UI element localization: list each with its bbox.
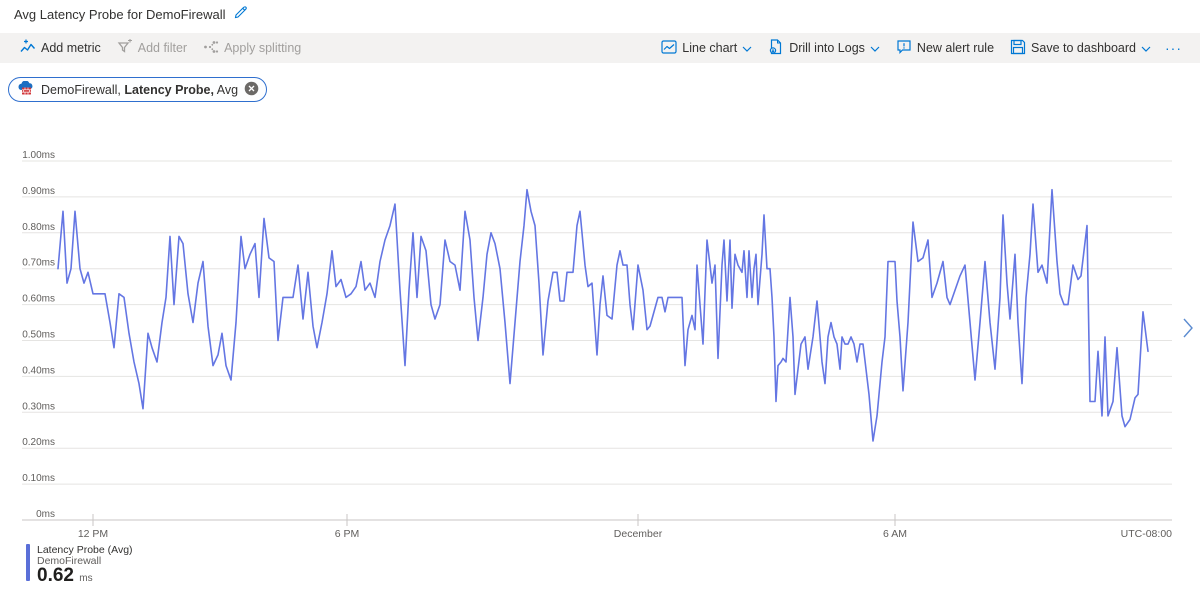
svg-text:0.80ms: 0.80ms [22,222,55,233]
legend-color-bar [26,544,30,581]
command-bar-right: Line chart Drill into Logs [653,33,1188,63]
legend-value: 0.62 ms [37,565,93,586]
legend-metric-name: Latency Probe (Avg) [37,544,133,556]
pill-resource: DemoFirewall, [41,82,121,97]
pill-text: DemoFirewall, Latency Probe, Avg [41,83,238,97]
apply-splitting-label: Apply splitting [224,41,302,55]
add-metric-label: Add metric [41,41,101,55]
scroll-right-button[interactable] [1180,315,1196,344]
chart-title-row: Avg Latency Probe for DemoFirewall [14,5,248,23]
filter-icon [117,38,133,58]
pill-metric: Latency Probe, [124,82,214,97]
close-icon [244,81,259,99]
legend-text: Latency Probe (Avg) DemoFirewall 0.62 ms [37,544,133,588]
svg-text:0.30ms: 0.30ms [22,401,55,412]
svg-text:0.70ms: 0.70ms [22,258,55,269]
apply-splitting-button: Apply splitting [195,33,309,63]
metric-pill[interactable]: DemoFirewall, Latency Probe, Avg [8,77,268,102]
alert-icon [896,39,912,58]
add-metric-button[interactable]: Add metric [12,33,109,63]
command-bar: Add metric Add filter [0,33,1200,63]
new-alert-rule-label: New alert rule [916,41,995,55]
save-icon [1010,39,1026,58]
legend-unit: ms [79,573,93,584]
chevron-down-icon [1141,41,1151,55]
more-commands-button[interactable]: ··· [1159,33,1188,63]
chevron-down-icon [870,41,880,55]
svg-text:6 AM: 6 AM [883,528,907,540]
save-to-dashboard-button[interactable]: Save to dashboard [1002,33,1159,63]
drill-into-logs-button[interactable]: Drill into Logs [760,33,888,63]
firewall-icon [17,80,35,98]
chevron-down-icon [742,41,752,55]
split-icon [203,39,219,58]
edit-title-button[interactable] [233,5,248,23]
document-drill-icon [768,38,784,58]
pencil-icon [233,5,248,23]
svg-text:12 PM: 12 PM [78,528,108,540]
line-chart-icon [661,39,677,58]
svg-text:6 PM: 6 PM [335,528,360,540]
svg-text:0.50ms: 0.50ms [22,330,55,341]
svg-text:December: December [614,528,663,540]
drill-into-logs-label: Drill into Logs [789,41,865,55]
svg-text:UTC-08:00: UTC-08:00 [1121,528,1173,540]
add-metric-icon [20,39,36,58]
remove-metric-button[interactable] [244,81,259,99]
legend-resource-name: DemoFirewall [37,555,102,567]
command-bar-left: Add metric Add filter [12,33,309,63]
svg-text:0.10ms: 0.10ms [22,473,55,484]
save-to-dashboard-label: Save to dashboard [1031,41,1136,55]
page-title: Avg Latency Probe for DemoFirewall [14,6,226,22]
chevron-right-icon [1182,318,1194,342]
pill-aggregation: Avg [216,82,239,97]
svg-text:0.20ms: 0.20ms [22,437,55,448]
svg-text:0.40ms: 0.40ms [22,365,55,376]
add-filter-button: Add filter [109,33,195,63]
svg-text:0.60ms: 0.60ms [22,294,55,305]
new-alert-rule-button[interactable]: New alert rule [888,33,1002,63]
legend-item[interactable]: Latency Probe (Avg) DemoFirewall 0.62 ms [26,544,133,588]
svg-text:0.90ms: 0.90ms [22,186,55,197]
chart-type-label: Line chart [682,41,738,55]
chart-type-button[interactable]: Line chart [653,33,760,63]
ellipsis-icon: ··· [1165,40,1182,56]
svg-text:1.00ms: 1.00ms [22,150,55,161]
add-filter-label: Add filter [137,41,188,55]
svg-text:0ms: 0ms [36,509,55,520]
